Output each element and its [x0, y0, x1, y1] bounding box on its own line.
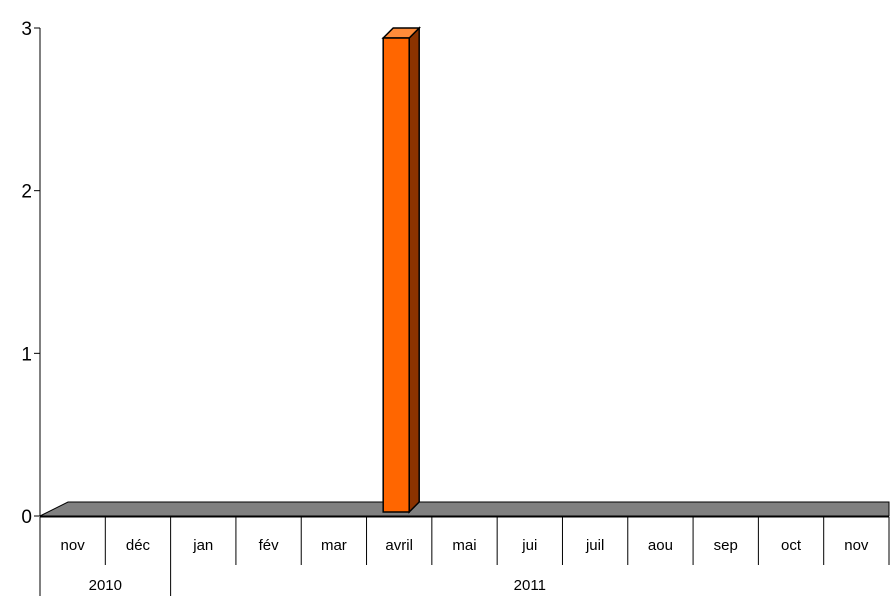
category-label: oct	[781, 537, 802, 554]
year-label: 2010	[89, 577, 122, 594]
category-label: aou	[648, 537, 673, 554]
category-label: mar	[321, 537, 347, 554]
bars	[381, 26, 422, 514]
y-axis: 0 1 2 3	[21, 19, 41, 528]
y-tick-label: 1	[21, 344, 32, 365]
category-label: fév	[259, 537, 280, 554]
year-label: 2011	[514, 577, 546, 594]
category-label: jui	[521, 537, 537, 554]
bar-front	[382, 37, 410, 513]
category-label: nov	[844, 537, 869, 554]
bar	[381, 26, 422, 514]
category-label: déc	[126, 537, 151, 554]
category-label: sep	[714, 537, 738, 554]
y-tick-label: 3	[21, 19, 32, 40]
y-tick-label: 0	[21, 507, 32, 528]
category-axis: nov déc jan fév mar avril mai jui juil aou sep oct n…	[39, 516, 890, 596]
category-label: mai	[452, 537, 476, 554]
category-label: avril	[385, 537, 413, 554]
category-label: jan	[192, 537, 213, 554]
bar-side	[408, 26, 420, 514]
category-label: juil	[585, 537, 604, 554]
chart-floor	[39, 501, 890, 517]
floor-plane	[39, 501, 890, 517]
category-label: nov	[61, 537, 86, 554]
y-tick-label: 2	[21, 182, 32, 203]
